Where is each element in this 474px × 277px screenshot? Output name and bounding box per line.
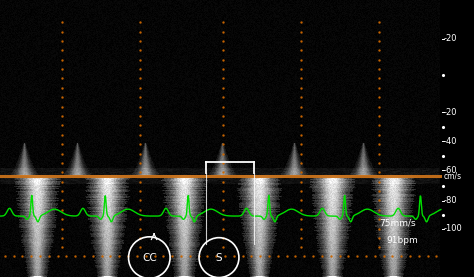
Text: cm/s: cm/s — [444, 171, 462, 180]
Text: -80: -80 — [444, 196, 457, 205]
Text: 75mm/s: 75mm/s — [379, 219, 416, 227]
Text: -20: -20 — [444, 34, 457, 43]
Text: 91bpm: 91bpm — [386, 237, 418, 245]
Text: -40: -40 — [444, 137, 457, 146]
Text: CC: CC — [142, 253, 157, 263]
Text: -20: -20 — [444, 108, 457, 117]
Text: -100: -100 — [444, 224, 463, 233]
Text: -60: -60 — [444, 166, 457, 175]
Text: S: S — [216, 253, 222, 263]
